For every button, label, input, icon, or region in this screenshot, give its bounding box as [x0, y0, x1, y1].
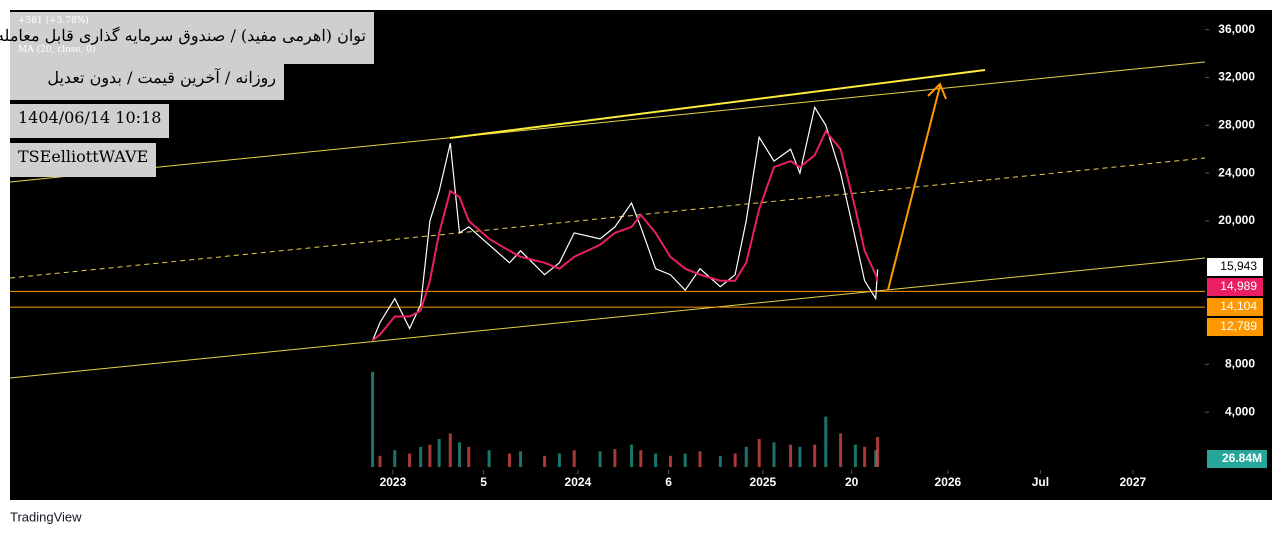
volume-bar	[458, 442, 462, 467]
x-tick-label: 2024	[565, 475, 592, 489]
author-box: TSEelliottWAVE	[10, 143, 157, 177]
volume-bar	[789, 444, 793, 467]
indicator: MA (20, close, 0)	[18, 45, 96, 55]
volume-bar	[613, 449, 617, 467]
timestamp: 1404/06/14 10:18	[18, 108, 162, 127]
volume-bar	[668, 455, 672, 467]
price-label: 12,789	[1220, 319, 1257, 333]
volume-bar	[798, 446, 802, 467]
y-tick-label: 8,000	[1225, 357, 1255, 371]
volume-bar	[874, 450, 878, 467]
x-tick-label: 20	[845, 475, 859, 489]
channel-bottom	[9, 257, 1206, 379]
price-label: 15,943	[1220, 259, 1257, 273]
title-box: +581 (+3.78%) توان (اهرمی مفید) / صندوق …	[0, 12, 374, 64]
author: TSEelliottWAVE	[18, 147, 149, 166]
price-label: 14,989	[1220, 279, 1257, 293]
volume-bar	[853, 444, 857, 467]
volume-bar	[733, 453, 737, 467]
volume-bar	[572, 450, 576, 467]
volume-bar	[437, 439, 441, 467]
volume-bar	[744, 446, 748, 467]
projection-arrow	[887, 85, 941, 291]
volume-bar	[408, 453, 412, 467]
channel-top	[9, 61, 1206, 183]
volume-bar	[598, 451, 602, 467]
ma-line	[371, 129, 879, 342]
volume-bar	[654, 453, 658, 467]
volume-bar	[772, 442, 776, 467]
x-tick-label: 2026	[935, 475, 962, 489]
x-tick-label: Jul	[1032, 475, 1049, 489]
price-label: 14,104	[1220, 299, 1257, 313]
change: +581 (+3.78%)	[18, 16, 89, 26]
volume-bar	[371, 371, 375, 467]
volume-bar	[419, 446, 423, 467]
price-label-box	[1207, 318, 1263, 336]
volume-bar	[757, 439, 761, 467]
price-line	[372, 105, 879, 341]
price-label-box	[1207, 258, 1263, 276]
subtitle-box: روزانه / آخرین قیمت / بدون تعدیل	[10, 64, 284, 100]
volume-bar	[543, 455, 547, 467]
volume-bar	[557, 453, 561, 467]
price-label-box	[1207, 278, 1263, 296]
y-tick-label: 4,000	[1225, 404, 1255, 418]
y-tick-label: 28,000	[1218, 117, 1255, 131]
y-tick-label: 24,000	[1218, 165, 1255, 179]
volume-bar	[839, 433, 843, 467]
volume-bar	[630, 444, 634, 467]
volume-label-box	[1207, 450, 1267, 468]
x-tick-label: 2025	[750, 475, 777, 489]
resistance-line	[449, 69, 986, 139]
arrow-head	[927, 82, 947, 100]
volume-bar	[876, 436, 880, 467]
volume-bar	[519, 451, 523, 467]
x-tick-label: 2023	[380, 475, 407, 489]
volume-bar	[507, 453, 511, 467]
volume-bar	[824, 416, 828, 467]
brand: TradingView	[10, 509, 82, 524]
title: توان (اهرمی مفید) / صندوق سرمایه گذاری ق…	[0, 26, 366, 45]
y-tick-label: 36,000	[1218, 22, 1255, 36]
volume-bar	[639, 450, 643, 467]
volume-bar	[683, 453, 687, 467]
volume-bar	[718, 455, 722, 467]
x-tick-label: 5	[480, 475, 487, 489]
volume-bar	[487, 450, 491, 467]
y-tick-label: 32,000	[1218, 70, 1255, 84]
timestamp-box: 1404/06/14 10:18	[10, 104, 170, 138]
volume-bar	[428, 444, 432, 467]
x-tick-label: 6	[665, 475, 672, 489]
price-label-box	[1207, 298, 1263, 316]
y-tick-label: 20,000	[1218, 213, 1255, 227]
x-tick-label: 2027	[1120, 475, 1147, 489]
volume-bar	[813, 444, 817, 467]
volume-bar	[393, 450, 397, 467]
volume-bar	[448, 433, 452, 467]
trend-lines	[9, 61, 1206, 379]
subtitle: روزانه / آخرین قیمت / بدون تعدیل	[47, 68, 276, 87]
volume-bar	[467, 446, 471, 467]
volume-bar	[863, 446, 867, 467]
volume-bar	[378, 455, 382, 467]
channel-mid	[9, 157, 1206, 279]
marks: 4,000 8,000 20,000 24,000 28,000 32,000 36,000…	[10, 22, 1267, 489]
volume-label: 26.84M	[1222, 451, 1262, 465]
volume-bar	[698, 451, 702, 467]
